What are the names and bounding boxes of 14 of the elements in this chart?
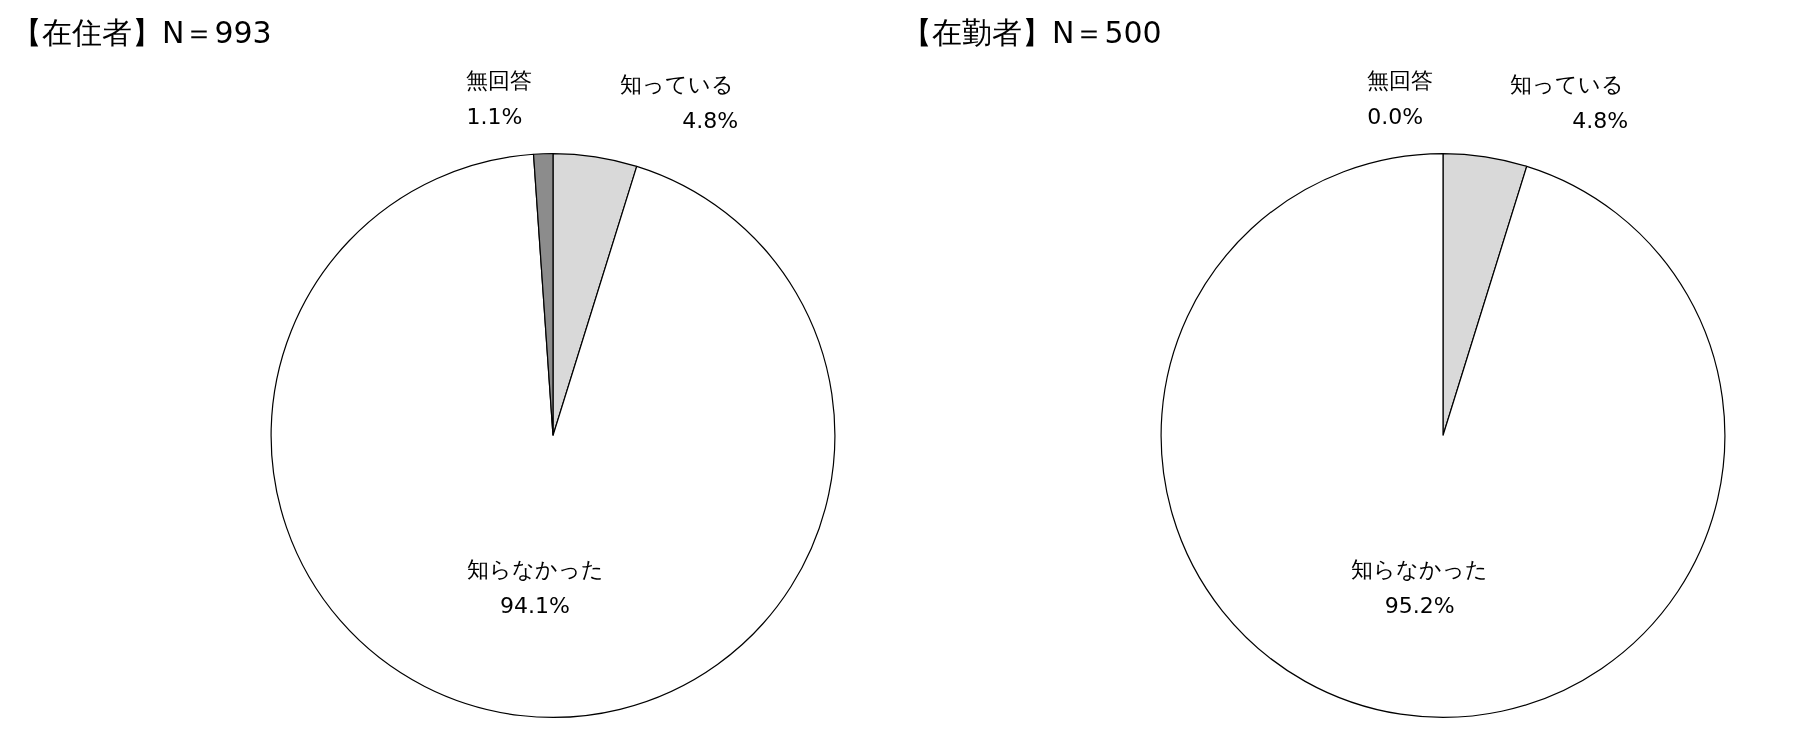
data-label: 94.1% — [500, 593, 570, 619]
data-label: 95.2% — [1384, 592, 1455, 618]
slice-label: 知らなかった — [466, 557, 604, 583]
data-label: 1.1% — [466, 104, 523, 130]
slice-label: 知っている — [1509, 71, 1624, 97]
slice-label: 知っている — [619, 71, 734, 97]
slice-label: 無回答 — [466, 68, 533, 94]
category-label: 無回答 — [1367, 68, 1433, 94]
data-label: 4.8% — [1572, 107, 1629, 133]
chart-title: 【在勤者】N＝500 — [901, 14, 1163, 52]
chart-title: 【在住者】N＝993 — [11, 14, 273, 52]
data-label: 4.8% — [682, 107, 739, 133]
slice-label: 知らなかった — [1351, 556, 1489, 582]
text: 0.0% — [1367, 104, 1424, 130]
